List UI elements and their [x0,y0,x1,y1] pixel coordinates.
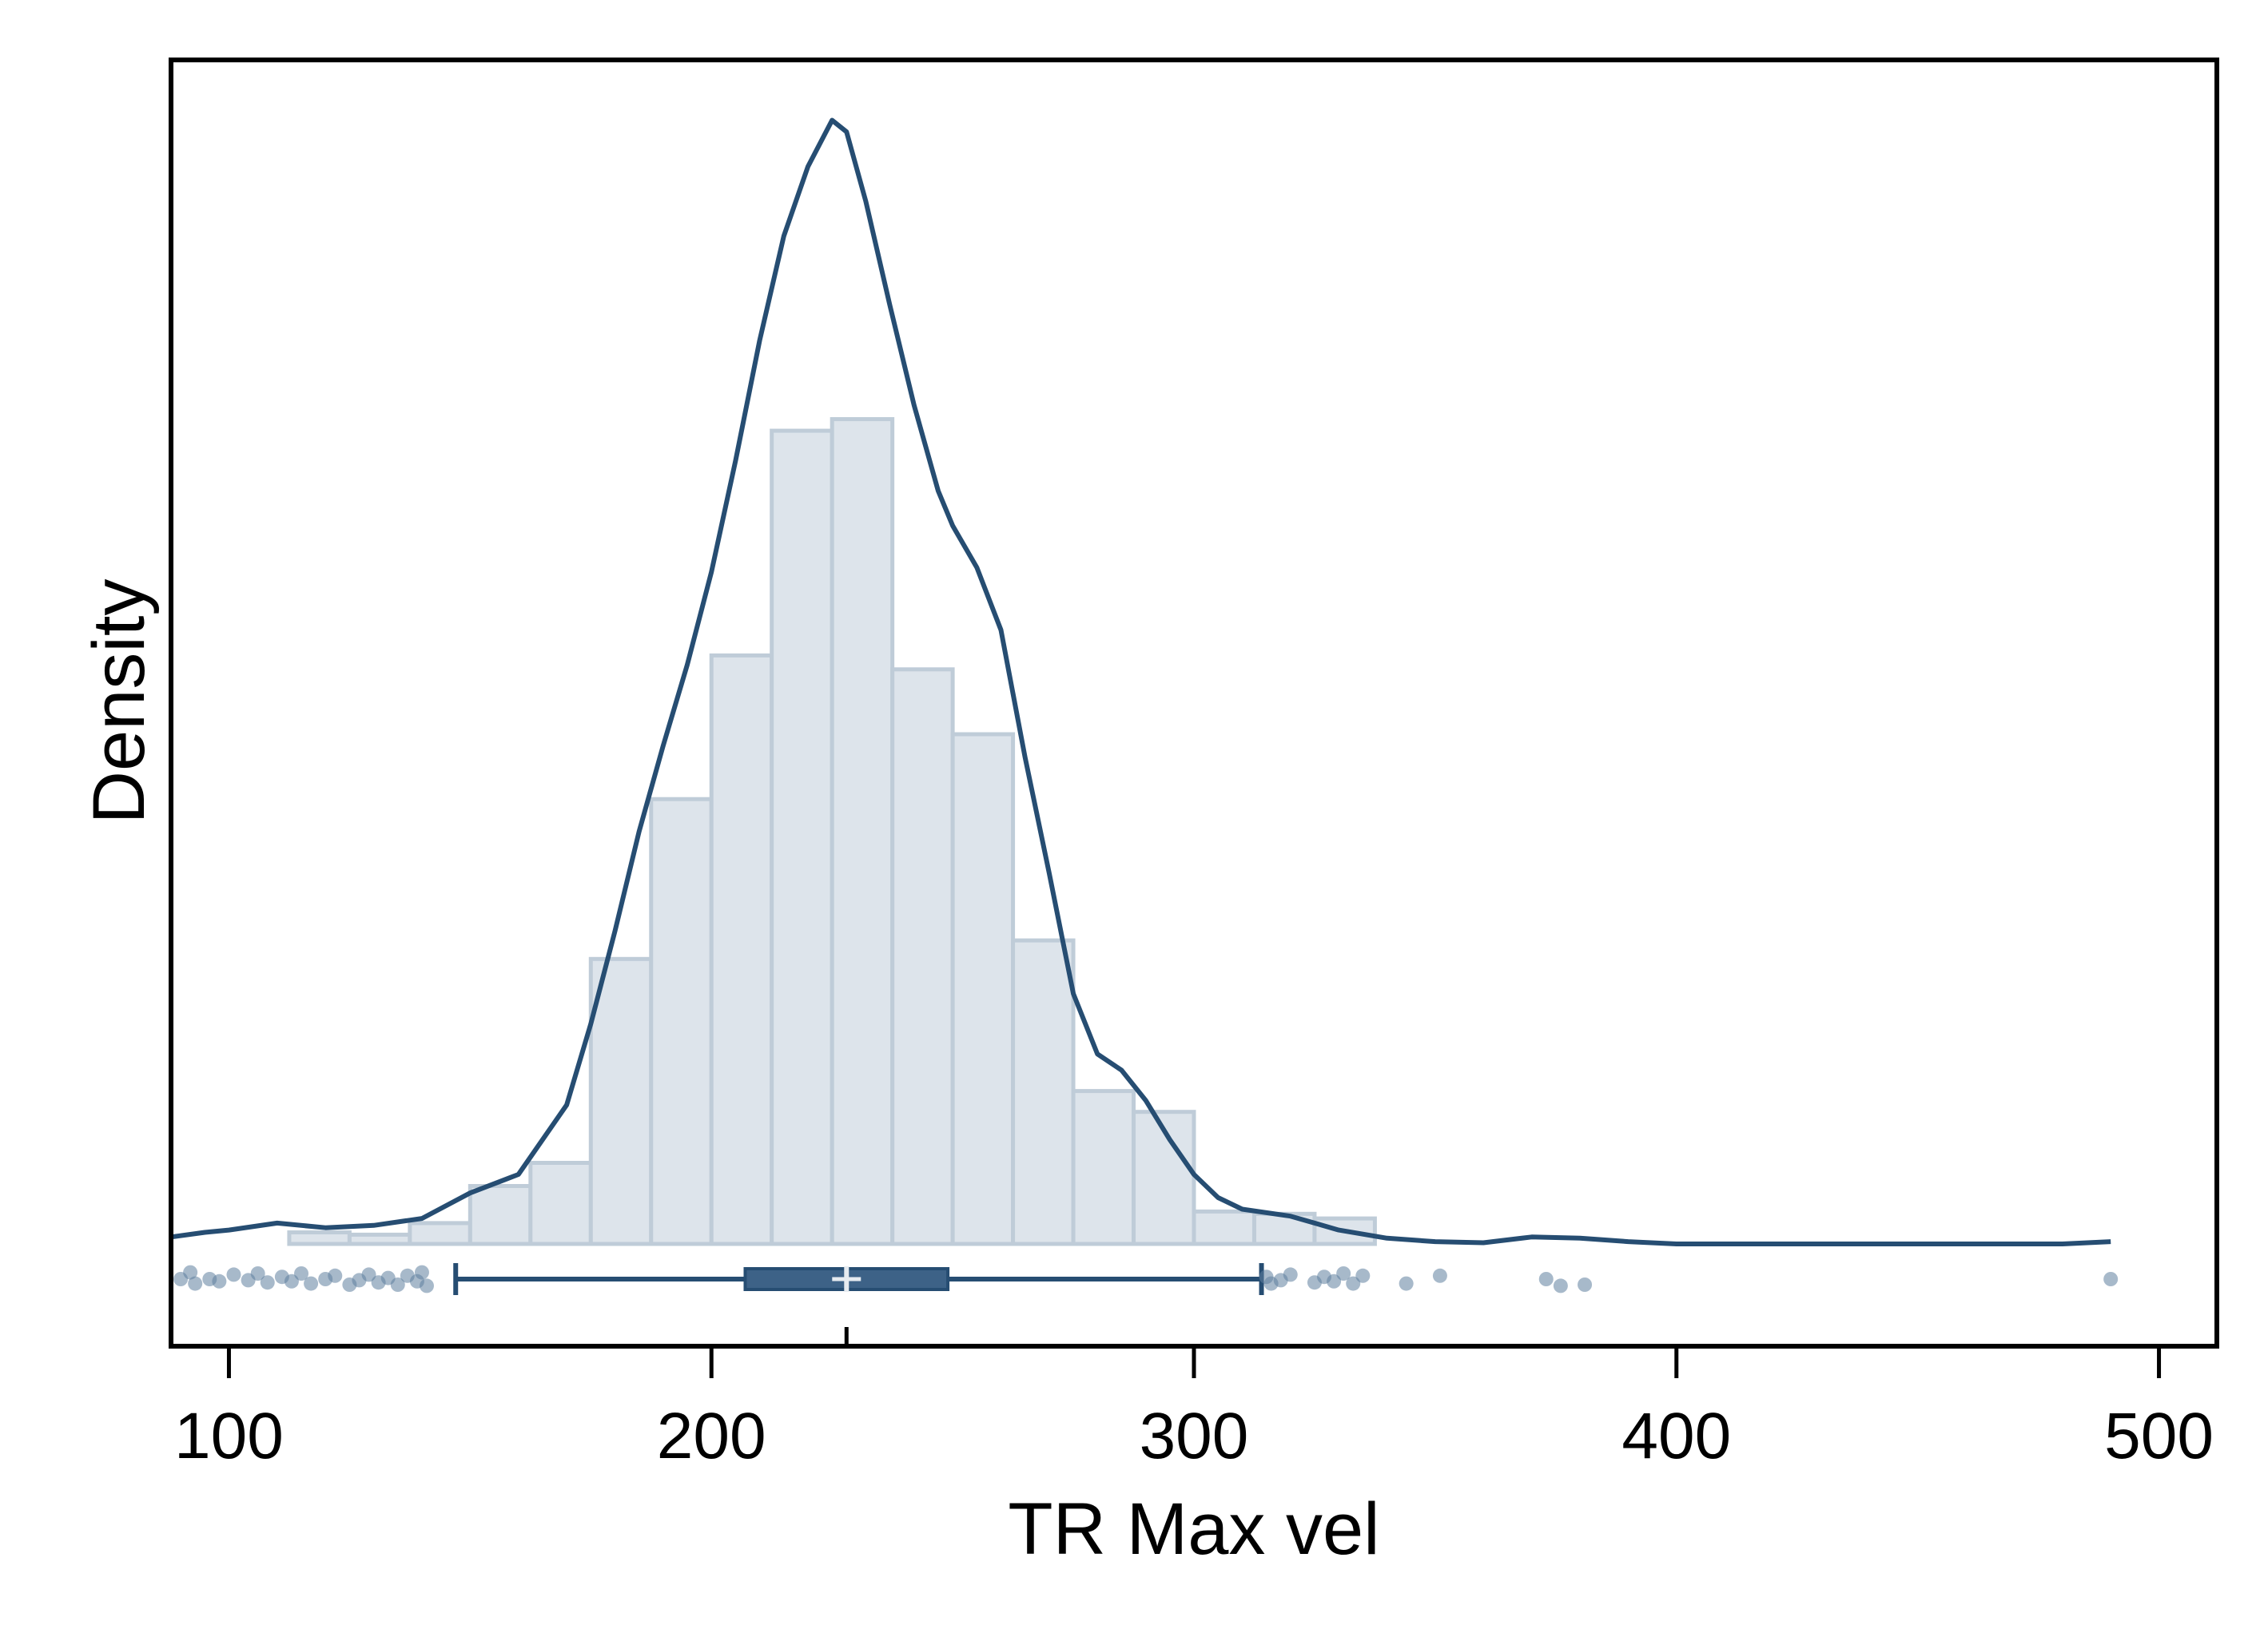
histogram-bar [890,667,955,1246]
outlier-point [1336,1266,1351,1281]
outlier-point [304,1276,319,1291]
outlier-point [1355,1268,1371,1283]
outlier-point [390,1277,405,1292]
outlier-point [183,1265,198,1280]
outlier-point [1538,1272,1554,1286]
outlier-point [188,1276,203,1291]
outlier-point [420,1278,434,1293]
histogram-bar [830,417,895,1246]
outlier-point [2103,1272,2119,1286]
x-tick-label: 100 [174,1400,284,1472]
outlier-point [1553,1278,1568,1293]
histogram-bar [528,1161,593,1246]
histogram-bar [950,732,1016,1246]
outlier-point [284,1274,299,1289]
outlier-point [1327,1274,1342,1289]
y-axis-title: Density [78,579,160,824]
x-tick-label: 200 [657,1400,766,1472]
outlier-point [1346,1276,1361,1291]
histogram-bars [287,417,1377,1246]
histogram-bar [287,1230,352,1246]
histogram-bar [408,1221,472,1246]
histogram-bar [709,653,774,1246]
histogram-bar [1192,1209,1256,1246]
outlier-point [250,1266,265,1281]
histogram-bar [1071,1089,1136,1246]
density-curve [170,117,2111,1246]
histogram-bar [1011,938,1076,1246]
histogram-bar [649,797,714,1246]
outlier-point [1399,1276,1414,1291]
histogram-bar [347,1232,412,1246]
outlier-point [212,1274,227,1289]
x-tick-label: 400 [1621,1400,1731,1472]
outlier-point [361,1267,376,1282]
outlier-point [414,1265,429,1280]
outlier-point [294,1266,309,1281]
x-tick-label: 500 [2104,1400,2214,1472]
x-axis-title: TR Max vel [1008,1488,1379,1570]
outlier-point [260,1275,275,1290]
outlier-points [173,1265,2119,1293]
histogram-bar [770,428,834,1246]
outlier-point [226,1267,241,1282]
x-tick-label: 300 [1140,1400,1249,1472]
outlier-point [1578,1277,1593,1292]
outlier-point [328,1268,343,1283]
outlier-point [1283,1267,1298,1282]
boxplot [453,1263,1264,1346]
histogram-bar [468,1184,533,1246]
histogram-bar [588,956,654,1246]
x-axis-ticks: 100 200 300 400 500 [174,1346,2214,1472]
outlier-point [1432,1268,1447,1283]
